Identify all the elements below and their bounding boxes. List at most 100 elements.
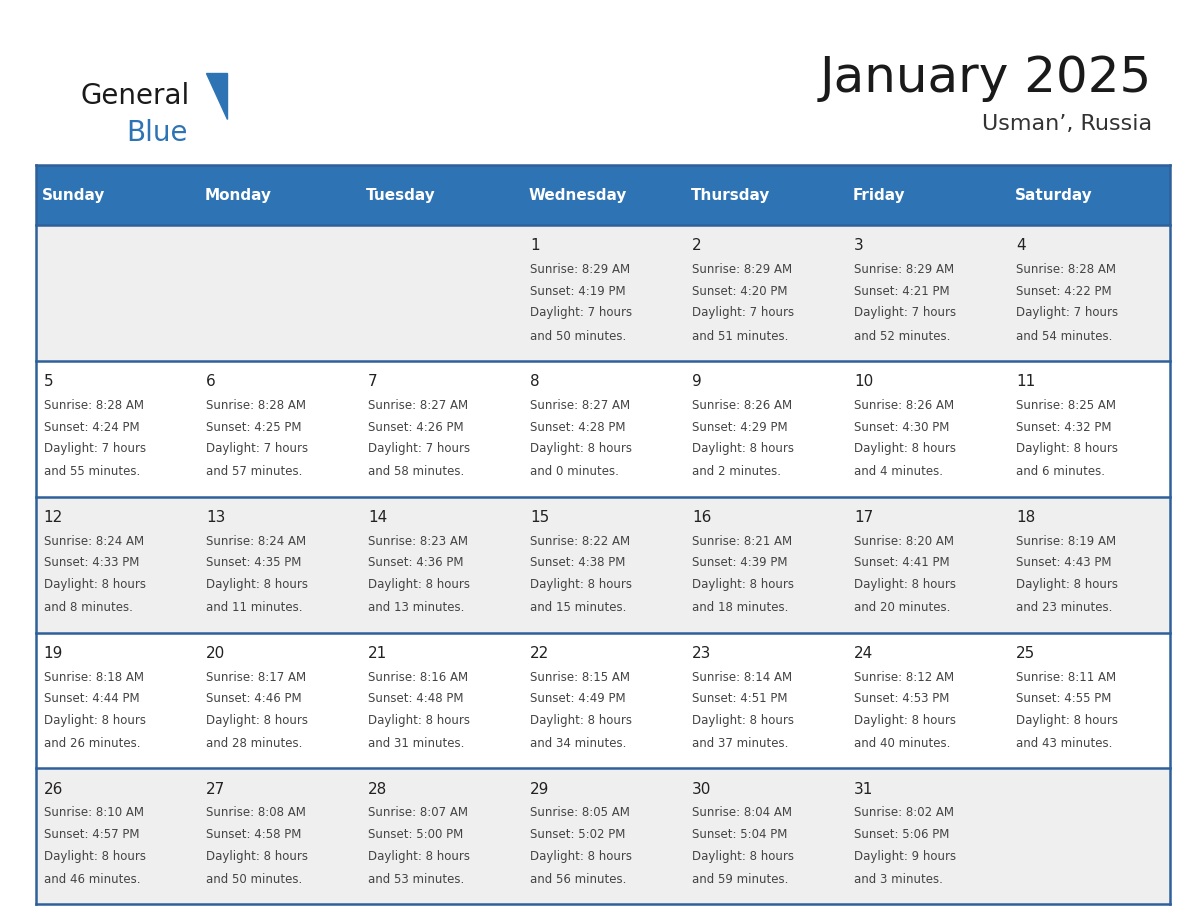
Text: Daylight: 8 hours: Daylight: 8 hours — [1016, 442, 1118, 455]
Text: Sunrise: 8:28 AM: Sunrise: 8:28 AM — [44, 398, 144, 412]
Text: Daylight: 8 hours: Daylight: 8 hours — [693, 850, 794, 863]
Text: Daylight: 7 hours: Daylight: 7 hours — [693, 307, 794, 319]
Text: 8: 8 — [530, 375, 539, 389]
Text: Sunset: 5:04 PM: Sunset: 5:04 PM — [693, 828, 788, 841]
Text: Sunset: 4:38 PM: Sunset: 4:38 PM — [530, 556, 625, 569]
Text: Sunset: 5:06 PM: Sunset: 5:06 PM — [854, 828, 949, 841]
Text: and 23 minutes.: and 23 minutes. — [1016, 601, 1113, 614]
Bar — [36, 633, 1170, 768]
Text: Sunrise: 8:17 AM: Sunrise: 8:17 AM — [206, 670, 307, 684]
Text: Sunset: 4:32 PM: Sunset: 4:32 PM — [1016, 420, 1112, 433]
Text: and 50 minutes.: and 50 minutes. — [530, 330, 626, 342]
Text: and 52 minutes.: and 52 minutes. — [854, 330, 950, 342]
Text: Daylight: 8 hours: Daylight: 8 hours — [206, 578, 308, 591]
Text: Sunset: 4:41 PM: Sunset: 4:41 PM — [854, 556, 949, 569]
Text: 6: 6 — [206, 375, 215, 389]
Text: Daylight: 8 hours: Daylight: 8 hours — [1016, 714, 1118, 727]
Text: and 31 minutes.: and 31 minutes. — [368, 737, 465, 750]
Text: Friday: Friday — [853, 187, 905, 203]
Text: and 0 minutes.: and 0 minutes. — [530, 465, 619, 478]
Text: Sunrise: 8:10 AM: Sunrise: 8:10 AM — [44, 806, 144, 820]
Text: and 26 minutes.: and 26 minutes. — [44, 737, 140, 750]
Text: Daylight: 7 hours: Daylight: 7 hours — [1016, 307, 1118, 319]
Text: and 55 minutes.: and 55 minutes. — [44, 465, 140, 478]
Text: Daylight: 8 hours: Daylight: 8 hours — [693, 442, 794, 455]
Text: 1: 1 — [530, 239, 539, 253]
Text: 13: 13 — [206, 510, 226, 525]
Text: Tuesday: Tuesday — [366, 187, 436, 203]
Text: Sunrise: 8:28 AM: Sunrise: 8:28 AM — [1016, 263, 1117, 276]
Text: Daylight: 7 hours: Daylight: 7 hours — [368, 442, 470, 455]
Text: Sunrise: 8:19 AM: Sunrise: 8:19 AM — [1016, 534, 1117, 548]
Text: 5: 5 — [44, 375, 53, 389]
Text: and 57 minutes.: and 57 minutes. — [206, 465, 302, 478]
Text: Daylight: 8 hours: Daylight: 8 hours — [368, 578, 470, 591]
Text: Sunrise: 8:02 AM: Sunrise: 8:02 AM — [854, 806, 954, 820]
Text: Blue: Blue — [126, 119, 188, 147]
Text: Daylight: 8 hours: Daylight: 8 hours — [530, 442, 632, 455]
Text: Daylight: 8 hours: Daylight: 8 hours — [368, 850, 470, 863]
Text: and 15 minutes.: and 15 minutes. — [530, 601, 626, 614]
Text: Sunday: Sunday — [42, 187, 106, 203]
Bar — [36, 768, 1170, 904]
Text: Daylight: 8 hours: Daylight: 8 hours — [693, 578, 794, 591]
Text: Sunrise: 8:11 AM: Sunrise: 8:11 AM — [1016, 670, 1117, 684]
Text: Sunset: 4:44 PM: Sunset: 4:44 PM — [44, 692, 139, 705]
Text: Sunrise: 8:20 AM: Sunrise: 8:20 AM — [854, 534, 954, 548]
Text: Daylight: 8 hours: Daylight: 8 hours — [854, 714, 956, 727]
Text: 25: 25 — [1016, 646, 1036, 661]
Text: Sunrise: 8:16 AM: Sunrise: 8:16 AM — [368, 670, 468, 684]
Text: 4: 4 — [1016, 239, 1025, 253]
Text: Sunrise: 8:22 AM: Sunrise: 8:22 AM — [530, 534, 630, 548]
Text: Sunset: 4:20 PM: Sunset: 4:20 PM — [693, 285, 788, 297]
Bar — [36, 225, 1170, 361]
Text: Sunrise: 8:18 AM: Sunrise: 8:18 AM — [44, 670, 144, 684]
Text: Sunset: 4:28 PM: Sunset: 4:28 PM — [530, 420, 625, 433]
Text: and 40 minutes.: and 40 minutes. — [854, 737, 950, 750]
Text: and 51 minutes.: and 51 minutes. — [693, 330, 789, 342]
Text: Daylight: 8 hours: Daylight: 8 hours — [854, 578, 956, 591]
Text: and 58 minutes.: and 58 minutes. — [368, 465, 465, 478]
Text: Thursday: Thursday — [690, 187, 770, 203]
Text: Sunset: 4:26 PM: Sunset: 4:26 PM — [368, 420, 463, 433]
Text: and 4 minutes.: and 4 minutes. — [854, 465, 943, 478]
Text: and 46 minutes.: and 46 minutes. — [44, 873, 140, 886]
Text: and 37 minutes.: and 37 minutes. — [693, 737, 789, 750]
Text: Wednesday: Wednesday — [529, 187, 627, 203]
Text: Sunset: 4:24 PM: Sunset: 4:24 PM — [44, 420, 139, 433]
Text: 27: 27 — [206, 782, 225, 797]
Text: Daylight: 8 hours: Daylight: 8 hours — [44, 714, 146, 727]
Text: Sunrise: 8:23 AM: Sunrise: 8:23 AM — [368, 534, 468, 548]
Text: Sunrise: 8:27 AM: Sunrise: 8:27 AM — [368, 398, 468, 412]
Text: Sunset: 4:58 PM: Sunset: 4:58 PM — [206, 828, 302, 841]
Text: Sunrise: 8:04 AM: Sunrise: 8:04 AM — [693, 806, 792, 820]
Text: and 11 minutes.: and 11 minutes. — [206, 601, 302, 614]
Text: Sunset: 4:57 PM: Sunset: 4:57 PM — [44, 828, 139, 841]
Text: Sunrise: 8:05 AM: Sunrise: 8:05 AM — [530, 806, 630, 820]
Text: Sunrise: 8:21 AM: Sunrise: 8:21 AM — [693, 534, 792, 548]
Text: and 6 minutes.: and 6 minutes. — [1016, 465, 1105, 478]
Polygon shape — [206, 73, 227, 119]
Text: Sunrise: 8:15 AM: Sunrise: 8:15 AM — [530, 670, 630, 684]
Text: Sunset: 4:29 PM: Sunset: 4:29 PM — [693, 420, 788, 433]
Text: Sunrise: 8:29 AM: Sunrise: 8:29 AM — [854, 263, 954, 276]
Text: Daylight: 8 hours: Daylight: 8 hours — [206, 714, 308, 727]
Text: 12: 12 — [44, 510, 63, 525]
Text: 7: 7 — [368, 375, 378, 389]
Text: and 54 minutes.: and 54 minutes. — [1016, 330, 1113, 342]
Text: Daylight: 8 hours: Daylight: 8 hours — [693, 714, 794, 727]
Text: 17: 17 — [854, 510, 873, 525]
Text: 15: 15 — [530, 510, 549, 525]
Text: Daylight: 8 hours: Daylight: 8 hours — [530, 714, 632, 727]
Text: Sunset: 4:25 PM: Sunset: 4:25 PM — [206, 420, 302, 433]
Text: and 20 minutes.: and 20 minutes. — [854, 601, 950, 614]
Text: Sunset: 4:22 PM: Sunset: 4:22 PM — [1016, 285, 1112, 297]
Text: Daylight: 7 hours: Daylight: 7 hours — [530, 307, 632, 319]
Text: Daylight: 7 hours: Daylight: 7 hours — [854, 307, 956, 319]
Text: 23: 23 — [693, 646, 712, 661]
Text: Daylight: 8 hours: Daylight: 8 hours — [44, 578, 146, 591]
Text: Daylight: 7 hours: Daylight: 7 hours — [206, 442, 308, 455]
Text: 30: 30 — [693, 782, 712, 797]
Text: Sunset: 4:55 PM: Sunset: 4:55 PM — [1016, 692, 1112, 705]
Text: Sunset: 4:48 PM: Sunset: 4:48 PM — [368, 692, 463, 705]
